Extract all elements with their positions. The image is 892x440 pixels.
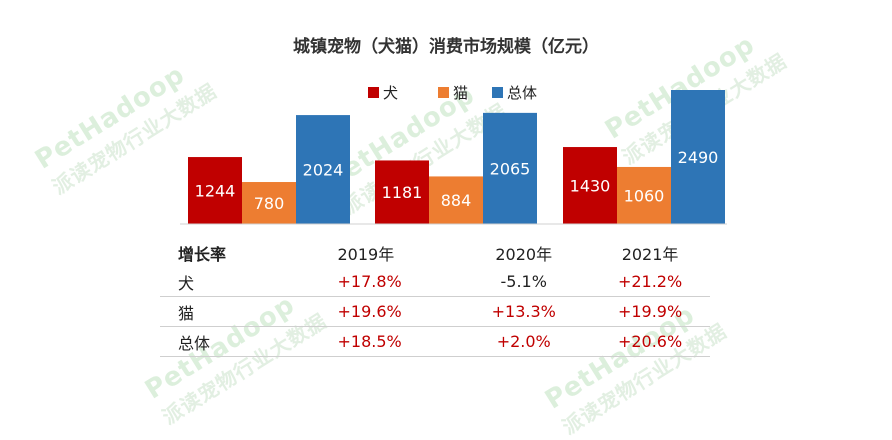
bar-total (671, 90, 725, 224)
table-row: 犬 +17.8% -5.1% +21.2% (160, 267, 710, 297)
bar-total (483, 112, 537, 224)
bar-cat (242, 182, 296, 224)
legend-swatch-total (492, 87, 504, 98)
legend-swatch-dog (368, 87, 379, 98)
data-label: 2024 (303, 161, 344, 180)
data-label: 2490 (678, 148, 719, 167)
legend-label-cat: 猫 (453, 84, 469, 102)
data-label: 1430 (570, 177, 611, 196)
category-label: 2020年 (495, 244, 553, 264)
data-label: 1244 (195, 182, 236, 201)
category-label: 2019年 (337, 244, 395, 264)
data-label: 1181 (382, 183, 423, 202)
bar-dog (188, 157, 242, 224)
bar-cat (429, 176, 483, 224)
growth-value: +18.5% (235, 326, 458, 357)
bar-cat (617, 166, 671, 224)
row-label: 总体 (160, 326, 236, 357)
growth-header: 增长率 (178, 244, 227, 264)
growth-value: +21.2% (590, 267, 710, 297)
bar-dog (375, 160, 429, 224)
data-label: 1060 (624, 186, 665, 205)
bar-total (296, 115, 350, 224)
legend-label-total: 总体 (507, 84, 538, 102)
bar-dog (563, 147, 617, 224)
growth-value: +19.6% (235, 296, 458, 327)
category-label: 2021年 (621, 244, 679, 264)
growth-value: +13.3% (457, 296, 591, 327)
growth-value: +2.0% (457, 326, 591, 357)
table-row: 猫 +19.6% +13.3% +19.9% (160, 296, 710, 327)
row-label: 猫 (160, 296, 236, 327)
growth-value: +20.6% (590, 326, 710, 357)
growth-value: +19.9% (590, 296, 710, 327)
growth-table: 增长率 2019年 2020年 2021年 犬 +17.8% -5.1% +21… (160, 238, 710, 357)
legend-swatch-cat (438, 87, 450, 98)
growth-value: -5.1% (457, 267, 591, 297)
growth-value: +17.8% (235, 267, 458, 297)
chart-title: 城镇宠物（犬猫）消费市场规模（亿元） (293, 37, 599, 57)
data-label: 2065 (490, 159, 531, 178)
bar-chart: 1244 780 2024 1181 884 2065 1430 1060 2490 (180, 90, 727, 225)
data-label: 780 (254, 194, 285, 213)
row-label: 犬 (160, 267, 236, 297)
legend-label-dog: 犬 (383, 84, 399, 102)
table-row: 总体 +18.5% +2.0% +20.6% (160, 326, 710, 357)
data-label: 884 (441, 191, 472, 210)
legend: 犬 猫 总体 (368, 82, 537, 103)
